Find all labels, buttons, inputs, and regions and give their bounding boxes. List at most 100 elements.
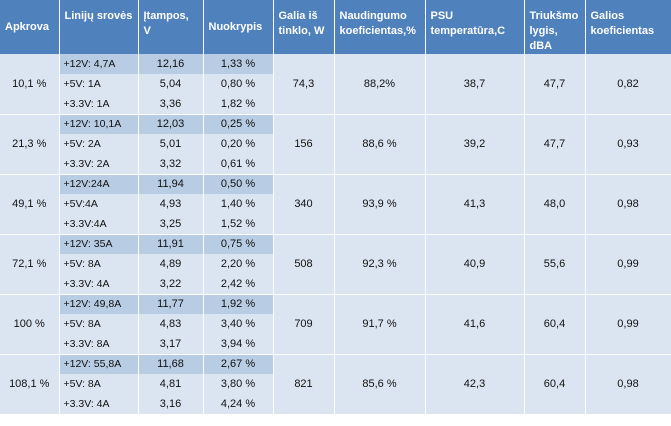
noise-cell: 60,4 — [524, 354, 586, 415]
line-cell: +5V: 2A — [59, 134, 139, 154]
table-row: +5V: 8A 4,81 3,80 % — [0, 374, 671, 394]
table-row: +3.3V: 8A 3,17 3,94 % — [0, 334, 671, 355]
header-voltage: Įtampos, V — [138, 0, 204, 54]
deviation-cell: 1,33 % — [203, 54, 274, 74]
wall-power-cell: 340 — [273, 174, 335, 235]
line-cell: +3.3V: 4A — [59, 274, 139, 295]
voltage-cell: 11,68 — [138, 354, 204, 374]
line-cell: +5V: 8A — [59, 314, 139, 334]
noise-cell: 48,0 — [524, 174, 586, 235]
deviation-cell: 0,80 % — [203, 74, 274, 94]
deviation-cell: 0,25 % — [203, 114, 274, 134]
table-row: +3.3V: 4A 3,16 4,24 % — [0, 394, 671, 415]
wall-power-cell: 74,3 — [273, 54, 335, 115]
deviation-cell: 2,20 % — [203, 254, 274, 274]
table-row: +5V: 2A 5,01 0,20 % — [0, 134, 671, 154]
line-cell: +12V: 55,8A — [59, 354, 139, 374]
noise-cell: 47,7 — [524, 54, 586, 115]
line-cell: +3.3V: 2A — [59, 154, 139, 175]
load-cell: 10,1 % — [0, 54, 60, 115]
header-noise: Triukšmo lygis, dBA — [524, 0, 586, 54]
deviation-cell: 1,82 % — [203, 94, 274, 115]
header-deviation: Nuokrypis — [203, 0, 274, 54]
efficiency-cell: 93,9 % — [334, 174, 426, 235]
wall-power-cell: 709 — [273, 294, 335, 355]
deviation-cell: 0,75 % — [203, 234, 274, 254]
efficiency-cell: 85,6 % — [334, 354, 426, 415]
header-lines: Linijų srovės — [59, 0, 139, 54]
table-row: +5V: 1A 5,04 0,80 % — [0, 74, 671, 94]
table-row: 21,3 % +12V: 10,1A 12,03 0,25 % 156 88,6… — [0, 114, 671, 175]
deviation-cell: 1,52 % — [203, 214, 274, 235]
table-row: +5V: 8A 4,83 3,40 % — [0, 314, 671, 334]
wall-power-cell: 156 — [273, 114, 335, 175]
deviation-cell: 3,94 % — [203, 334, 274, 355]
line-cell: +5V:4A — [59, 194, 139, 214]
voltage-cell: 11,91 — [138, 234, 204, 254]
table-row: +5V: 8A 4,89 2,20 % — [0, 254, 671, 274]
deviation-cell: 0,20 % — [203, 134, 274, 154]
line-cell: +5V: 1A — [59, 74, 139, 94]
noise-cell: 60,4 — [524, 294, 586, 355]
line-cell: +3.3V:4A — [59, 214, 139, 235]
noise-cell: 55,6 — [524, 234, 586, 295]
voltage-cell: 4,81 — [138, 374, 204, 394]
deviation-cell: 2,67 % — [203, 354, 274, 374]
wall-power-cell: 508 — [273, 234, 335, 295]
load-cell: 49,1 % — [0, 174, 60, 235]
power-factor-cell: 0,99 — [585, 234, 671, 295]
voltage-cell: 4,83 — [138, 314, 204, 334]
header-power-factor: Galios koeficientas — [585, 0, 671, 54]
line-cell: +3.3V: 1A — [59, 94, 139, 115]
table-row: 10,1 % +12V: 4,7A 12,16 1,33 % 74,3 88,2… — [0, 54, 671, 115]
psu-temp-cell: 38,7 — [425, 54, 525, 115]
power-factor-cell: 0,98 — [585, 354, 671, 415]
voltage-cell: 4,93 — [138, 194, 204, 214]
voltage-cell: 3,22 — [138, 274, 204, 295]
psu-temp-cell: 42,3 — [425, 354, 525, 415]
load-cell: 21,3 % — [0, 114, 60, 175]
voltage-cell: 11,77 — [138, 294, 204, 314]
header-psu-temp: PSU temperatūra,C — [425, 0, 525, 54]
deviation-cell: 3,40 % — [203, 314, 274, 334]
table-row: 49,1 % +12V:24A 11,94 0,50 % 340 93,9 % … — [0, 174, 671, 235]
load-cell: 72,1 % — [0, 234, 60, 295]
noise-cell: 47,7 — [524, 114, 586, 175]
line-cell: +12V: 35A — [59, 234, 139, 254]
deviation-cell: 3,80 % — [203, 374, 274, 394]
power-factor-cell: 0,93 — [585, 114, 671, 175]
line-cell: +5V: 8A — [59, 254, 139, 274]
line-cell: +12V: 10,1A — [59, 114, 139, 134]
table-row: +3.3V:4A 3,25 1,52 % — [0, 214, 671, 235]
voltage-cell: 3,25 — [138, 214, 204, 235]
voltage-cell: 3,32 — [138, 154, 204, 175]
table-row: 108,1 % +12V: 55,8A 11,68 2,67 % 821 85,… — [0, 354, 671, 415]
voltage-cell: 3,16 — [138, 394, 204, 415]
line-cell: +5V: 8A — [59, 374, 139, 394]
deviation-cell: 4,24 % — [203, 394, 274, 415]
deviation-cell: 1,92 % — [203, 294, 274, 314]
line-cell: +3.3V: 4A — [59, 394, 139, 415]
voltage-cell: 3,36 — [138, 94, 204, 115]
table-row: 100 % +12V: 49,8A 11,77 1,92 % 709 91,7 … — [0, 294, 671, 355]
deviation-cell: 1,40 % — [203, 194, 274, 214]
power-factor-cell: 0,98 — [585, 174, 671, 235]
deviation-cell: 2,42 % — [203, 274, 274, 295]
table-row: +5V:4A 4,93 1,40 % — [0, 194, 671, 214]
psu-temp-cell: 41,6 — [425, 294, 525, 355]
wall-power-cell: 821 — [273, 354, 335, 415]
power-factor-cell: 0,99 — [585, 294, 671, 355]
header-efficiency: Naudingumo koeficientas,% — [334, 0, 426, 54]
line-cell: +3.3V: 8A — [59, 334, 139, 355]
deviation-cell: 0,50 % — [203, 174, 274, 194]
line-cell: +12V: 4,7A — [59, 54, 139, 74]
table-row: +3.3V: 1A 3,36 1,82 % — [0, 94, 671, 115]
header-wall-power: Galia iš tinklo, W — [273, 0, 335, 54]
table-row: +3.3V: 4A 3,22 2,42 % — [0, 274, 671, 295]
table-row: +3.3V: 2A 3,32 0,61 % — [0, 154, 671, 175]
voltage-cell: 5,01 — [138, 134, 204, 154]
load-cell: 108,1 % — [0, 354, 60, 415]
voltage-cell: 5,04 — [138, 74, 204, 94]
line-cell: +12V:24A — [59, 174, 139, 194]
header-load: Apkrova — [0, 0, 60, 54]
